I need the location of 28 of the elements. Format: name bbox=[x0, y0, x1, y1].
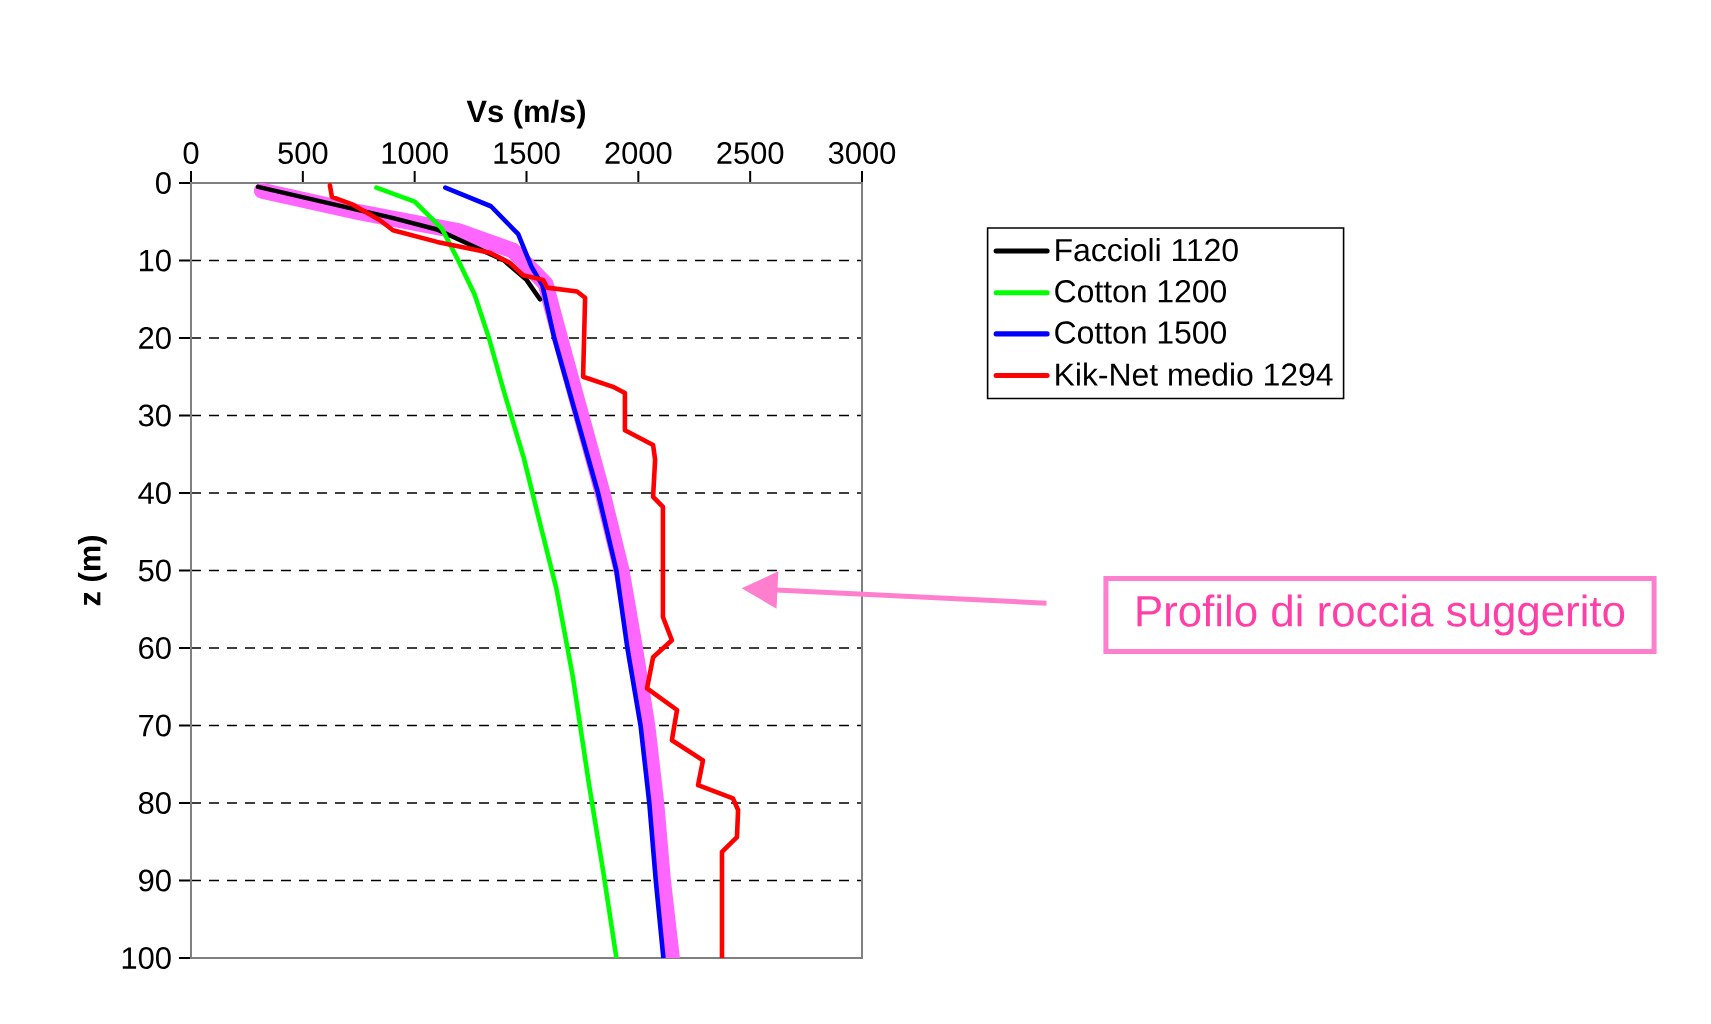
line-series bbox=[443, 185, 666, 959]
x-tick-label: 2500 bbox=[717, 142, 784, 164]
line-series bbox=[327, 183, 741, 959]
x-tick-label: 0 bbox=[183, 142, 199, 164]
y-tick-label: 80 bbox=[138, 792, 171, 814]
y-axis-title: z (m) bbox=[77, 536, 107, 606]
line-series bbox=[374, 185, 619, 959]
y-tick-label: 20 bbox=[139, 327, 171, 349]
x-tick-label: 500 bbox=[278, 142, 328, 164]
y-tick-label: 70 bbox=[139, 714, 171, 737]
y-tick-label: 50 bbox=[138, 559, 171, 582]
x-tick-label: 1500 bbox=[494, 142, 560, 164]
y-tick-label: 0 bbox=[156, 172, 171, 194]
x-tick-label: 3000 bbox=[828, 142, 896, 164]
text: Profilo di roccia suggerito bbox=[1137, 594, 1625, 636]
legend-label: Cotton 1200 bbox=[1055, 280, 1227, 303]
legend-label: Faccioli 1120 bbox=[1056, 237, 1238, 262]
y-tick-label: 40 bbox=[138, 482, 171, 504]
y-tick-label: 60 bbox=[139, 637, 171, 659]
y-tick-label: 100 bbox=[122, 947, 171, 969]
x-tick-label: 2000 bbox=[605, 142, 672, 164]
y-tick-label: 10 bbox=[139, 249, 171, 272]
legend-label: Cotton 1500 bbox=[1055, 321, 1227, 344]
y-tick-label: 30 bbox=[138, 404, 171, 427]
y-tick-label: 90 bbox=[139, 869, 171, 892]
x-axis-title: Vs (m/s) bbox=[466, 99, 585, 129]
x-tick-label: 1000 bbox=[382, 142, 448, 164]
legend-label: Kik-Net medio 1294 bbox=[1056, 362, 1333, 386]
